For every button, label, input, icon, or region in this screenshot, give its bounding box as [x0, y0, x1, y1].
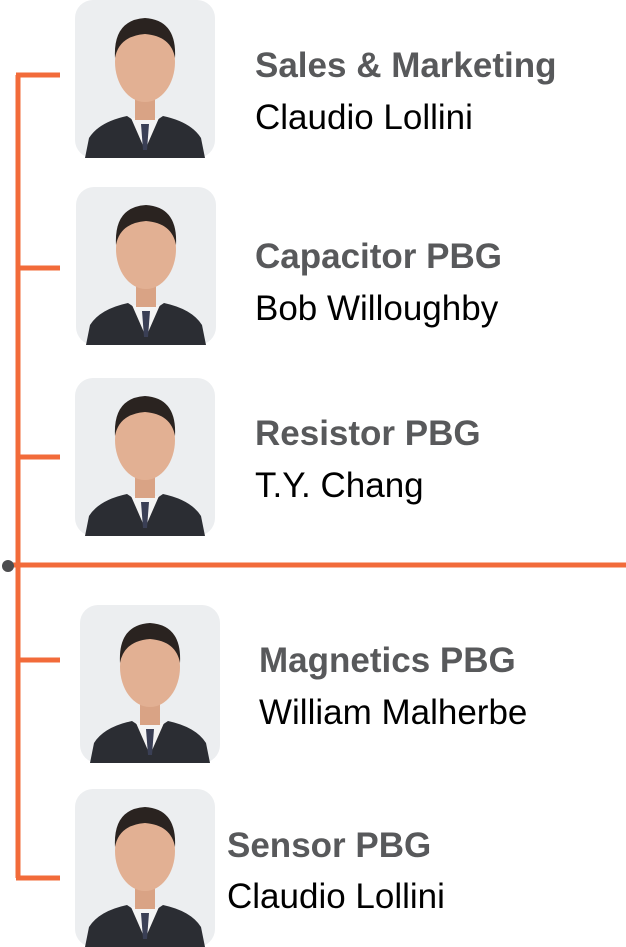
person-photo [75, 789, 215, 947]
person-photo [76, 187, 216, 345]
node-title: Magnetics PBG [259, 641, 516, 680]
junction-dot [2, 560, 14, 572]
person-photo [75, 0, 215, 158]
node-name: Bob Willoughby [255, 289, 499, 328]
org-chart: Sales & Marketing Claudio Lollini Capaci… [0, 0, 626, 947]
node-name: Claudio Lollini [255, 98, 473, 137]
person-photo [80, 605, 220, 763]
person-photo [75, 378, 215, 536]
node-name: T.Y. Chang [255, 466, 424, 505]
node-name: Claudio Lollini [227, 877, 445, 916]
node-title: Sales & Marketing [255, 46, 557, 85]
node-name: William Malherbe [259, 693, 527, 732]
node-title: Sensor PBG [227, 826, 431, 865]
node-title: Capacitor PBG [255, 237, 502, 276]
node-title: Resistor PBG [255, 414, 481, 453]
